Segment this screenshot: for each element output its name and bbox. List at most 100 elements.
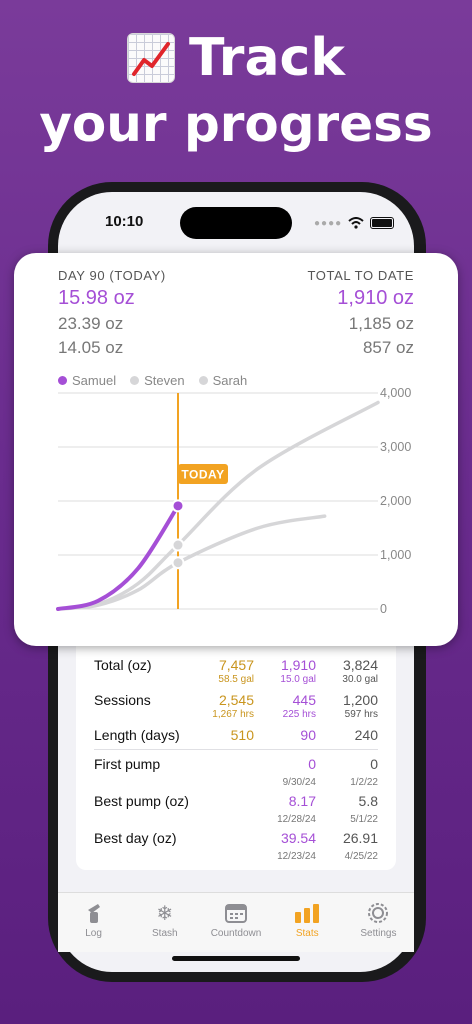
tab-label: Log	[85, 928, 102, 939]
stats-value: 445	[292, 692, 316, 708]
legend-item-sarah[interactable]: Sarah	[198, 373, 248, 388]
day-value-sarah: 14.05 oz	[58, 338, 124, 357]
gear-icon	[367, 901, 389, 925]
stats-cell-c1: 7,457 58.5 gal	[184, 657, 254, 685]
y-tick-label: 1,000	[380, 548, 411, 562]
stats-cell-c2: 1,910 15.0 gal	[246, 657, 316, 685]
day-header: DAY 90 (TODAY)	[58, 268, 166, 283]
legend-label: Samuel	[72, 373, 117, 388]
stats-value: 7,457	[218, 657, 254, 673]
stats-subvalue: 1,267 hrs	[212, 709, 254, 720]
day-value-steven: 23.39 oz	[58, 314, 124, 333]
tab-label: Stats	[295, 928, 319, 939]
today-point-sarah	[171, 556, 185, 570]
y-tick-label: 4,000	[380, 386, 411, 400]
today-point-steven	[171, 538, 185, 552]
stats-value: 3,824	[342, 657, 378, 673]
stats-value: 26.91	[342, 830, 378, 846]
stats-value: 1,910	[280, 657, 316, 673]
stats-value: 5.8	[358, 793, 378, 809]
total-value-samuel: 1,910 oz	[337, 287, 414, 309]
stats-value: 90	[300, 727, 316, 743]
stats-subvalue: 9/30/24	[282, 777, 316, 788]
stats-row-label: Sessions	[94, 692, 151, 708]
snowflake-icon: ❄	[156, 902, 174, 925]
chart-increasing-icon	[127, 33, 176, 83]
today-badge	[178, 464, 228, 484]
stats-cell-c2: 39.54 12/23/24	[246, 830, 316, 862]
home-indicator[interactable]	[172, 956, 300, 961]
tab-stats[interactable]: Stats	[272, 893, 343, 952]
stats-value: 2,545	[218, 692, 254, 708]
stats-cell-c2: 8.17 12/28/24	[246, 793, 316, 825]
stats-cell-c3: 5.8 5/1/22	[308, 793, 378, 825]
tab-stash[interactable]: ❄ Stash	[129, 893, 200, 952]
signal-icon: ●●●●	[314, 217, 343, 229]
stats-cell-c3: 26.91 4/25/22	[308, 830, 378, 862]
stats-subvalue: 4/25/22	[344, 851, 378, 862]
battery-icon	[370, 217, 395, 229]
y-tick-label: 0	[380, 602, 387, 616]
tab-label: Settings	[360, 928, 397, 939]
stats-subvalue: 5/1/22	[350, 814, 378, 825]
stats-value: 0	[308, 756, 316, 772]
stats-value: 8.17	[288, 793, 316, 809]
y-tick-label: 2,000	[380, 494, 411, 508]
tab-label: Stash	[152, 928, 178, 939]
stats-value: 39.54	[280, 830, 316, 846]
stats-cell-c2: 0 9/30/24	[246, 756, 316, 788]
stats-table	[76, 630, 396, 870]
progress-chart[interactable]: 0 1,000 2,000 3,000 4,000 TODAY	[14, 380, 458, 640]
series-line-steven	[56, 400, 380, 611]
status-time: 10:10	[105, 213, 144, 230]
status-icons: ●●●●	[314, 217, 395, 229]
headline-line-2: your progress	[39, 95, 433, 153]
y-tick-label: 3,000	[380, 440, 411, 454]
headline-line-1: Track	[189, 28, 345, 88]
stats-row-label: Length (days)	[94, 727, 180, 743]
stats-subvalue: 30.0 gal	[342, 674, 378, 685]
wifi-icon	[348, 217, 364, 229]
chart-legend: Samuel Steven Sarah	[58, 373, 247, 388]
stats-cell-c2: 445 225 hrs	[246, 692, 316, 720]
stats-row-label: First pump	[94, 756, 161, 772]
stats-cell-c3: 1,200 597 hrs	[308, 692, 378, 720]
legend-item-samuel[interactable]: Samuel	[58, 373, 116, 388]
total-value-sarah: 857 oz	[362, 338, 414, 357]
stats-value: 0	[370, 756, 378, 772]
stats-cell-c1: 2,545 1,267 hrs	[184, 692, 254, 720]
tab-settings[interactable]: Settings	[343, 893, 414, 952]
stats-value: 240	[354, 727, 378, 743]
dynamic-island	[180, 207, 292, 239]
tab-countdown[interactable]: Countdown	[200, 893, 271, 952]
stats-value: 510	[230, 727, 254, 743]
stats-subvalue: 1/2/22	[350, 777, 378, 788]
stats-subvalue: 225 hrs	[282, 709, 316, 720]
today-label: TODAY	[181, 468, 224, 482]
total-header: TOTAL TO DATE	[307, 268, 414, 283]
stats-row-label: Total (oz)	[94, 657, 152, 673]
day-value-samuel: 15.98 oz	[58, 287, 135, 309]
chart-card	[14, 253, 458, 646]
bar-chart-icon	[294, 901, 320, 925]
series-line-sarah	[56, 514, 327, 611]
stats-cell-c3: 240	[308, 727, 378, 743]
legend-label: Sarah	[212, 373, 248, 388]
today-point-samuel	[171, 499, 185, 513]
bottle-icon	[84, 901, 104, 925]
stats-cell-c2: 90	[246, 727, 316, 743]
legend-label: Steven	[144, 373, 185, 388]
stats-cell-c3: 3,824 30.0 gal	[308, 657, 378, 685]
stats-subvalue: 597 hrs	[344, 709, 378, 720]
stats-subvalue: 15.0 gal	[280, 674, 316, 685]
tab-log[interactable]: Log	[58, 893, 129, 952]
stats-value: 1,200	[342, 692, 378, 708]
tab-label: Countdown	[210, 928, 262, 939]
legend-item-steven[interactable]: Steven	[130, 373, 185, 388]
total-value-steven: 1,185 oz	[348, 314, 414, 333]
stats-row-label: Best pump (oz)	[94, 793, 189, 809]
tab-bar: Log ❄ Stash Countdown Stats Settings	[58, 892, 414, 952]
stats-row-label: Best day (oz)	[94, 830, 177, 846]
calendar-icon	[225, 901, 247, 925]
table-divider	[94, 749, 378, 750]
